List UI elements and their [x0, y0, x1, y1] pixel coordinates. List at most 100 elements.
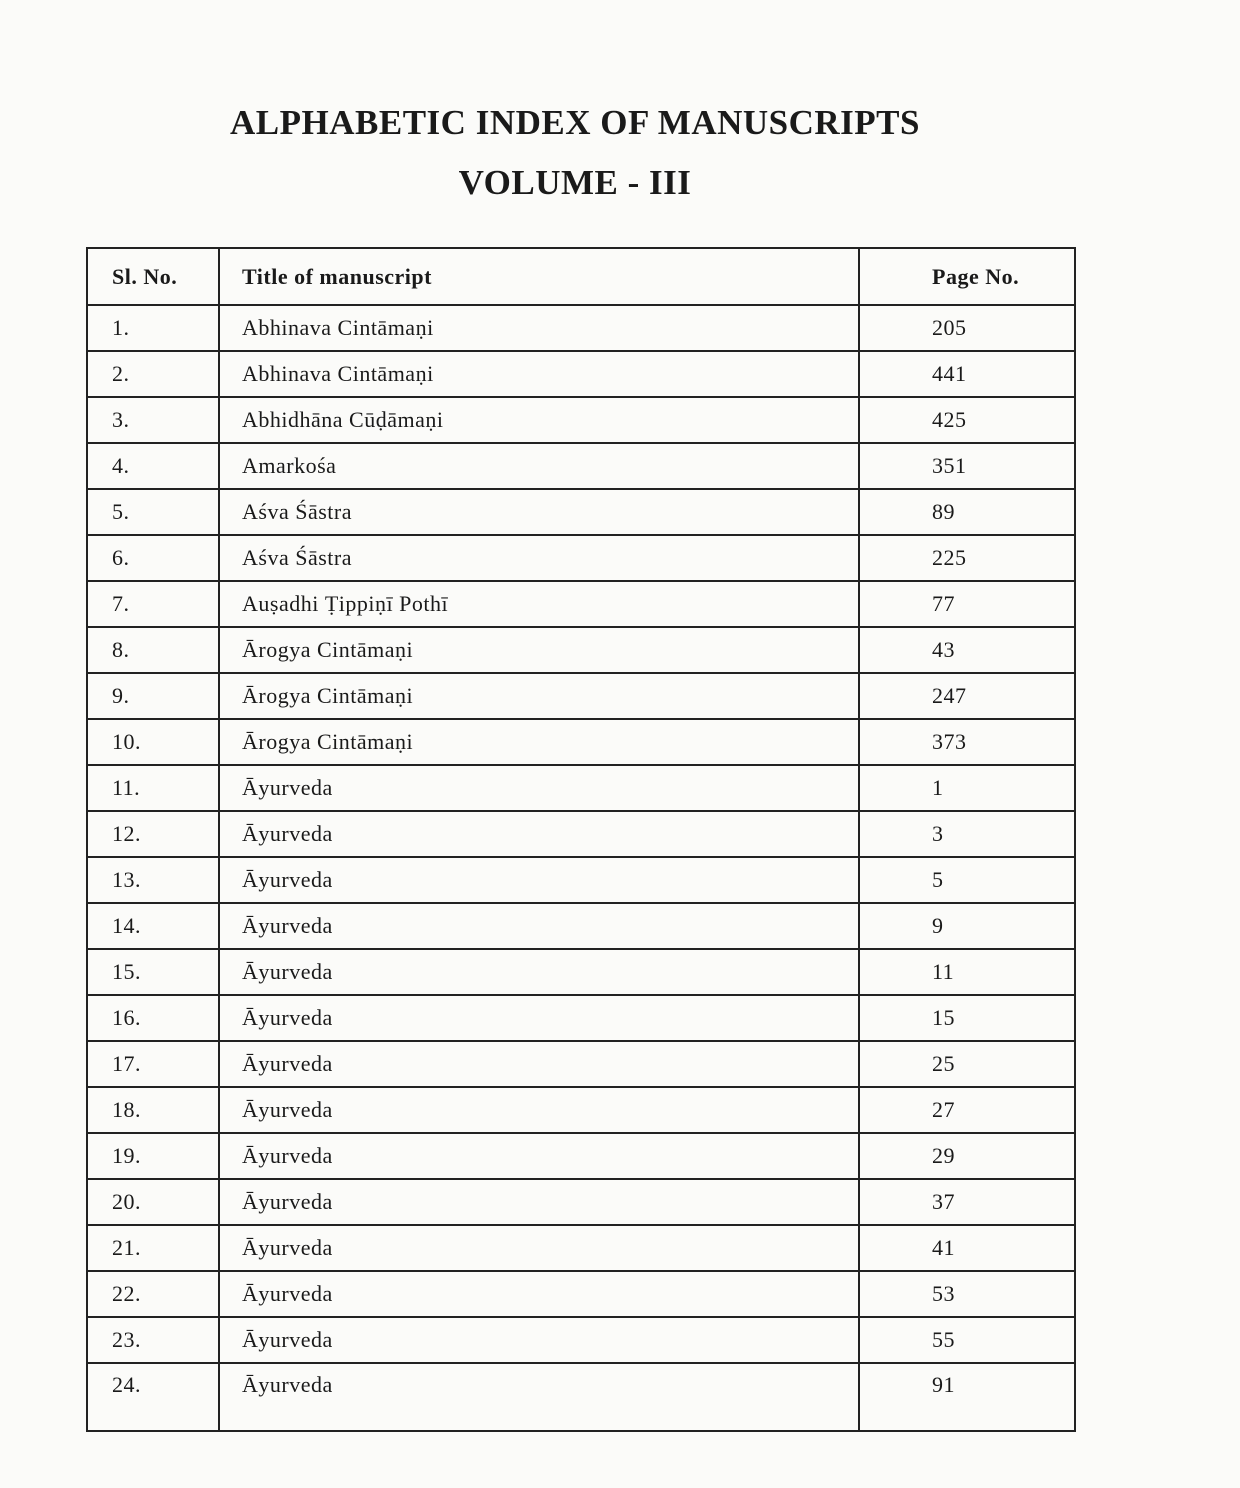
- table-row: 8. Ārogya Cintāmaṇi 43: [86, 626, 1076, 674]
- table-row: 20. Āyurveda 37: [86, 1178, 1076, 1226]
- cell-title: Āyurveda: [218, 1316, 860, 1364]
- table-row: 15. Āyurveda 11: [86, 948, 1076, 996]
- cell-page-no: 441: [858, 350, 1076, 398]
- cell-sl-no: 7.: [86, 580, 220, 628]
- header-page-no: Page No.: [858, 247, 1076, 306]
- table-row: 19. Āyurveda 29: [86, 1132, 1076, 1180]
- cell-title: Āyurveda: [218, 1132, 860, 1180]
- cell-sl-no: 13.: [86, 856, 220, 904]
- table-header-row: Sl. No. Title of manuscript Page No.: [86, 247, 1076, 306]
- cell-sl-no: 6.: [86, 534, 220, 582]
- page-subtitle: VOLUME - III: [458, 163, 692, 202]
- table-row: 13. Āyurveda 5: [86, 856, 1076, 904]
- cell-sl-no: 15.: [86, 948, 220, 996]
- cell-page-no: 5: [858, 856, 1076, 904]
- cell-title: Āyurveda: [218, 1040, 860, 1088]
- cell-sl-no: 9.: [86, 672, 220, 720]
- cell-title: Āyurveda: [218, 764, 860, 812]
- table-row: 3. Abhidhāna Cūḍāmaṇi 425: [86, 396, 1076, 444]
- cell-title: Ārogya Cintāmaṇi: [218, 672, 860, 720]
- cell-sl-no: 20.: [86, 1178, 220, 1226]
- cell-page-no: 351: [858, 442, 1076, 490]
- page-title: ALPHABETIC INDEX OF MANUSCRIPTS: [230, 103, 920, 142]
- cell-page-no: 43: [858, 626, 1076, 674]
- cell-page-no: 3: [858, 810, 1076, 858]
- cell-title: Abhinava Cintāmaṇi: [218, 304, 860, 352]
- cell-page-no: 37: [858, 1178, 1076, 1226]
- table-row: 5. Aśva Śāstra 89: [86, 488, 1076, 536]
- table-row: 22. Āyurveda 53: [86, 1270, 1076, 1318]
- table-row: 11. Āyurveda 1: [86, 764, 1076, 812]
- cell-title: Āyurveda: [218, 994, 860, 1042]
- cell-title: Abhidhāna Cūḍāmaṇi: [218, 396, 860, 444]
- table-row: 9. Ārogya Cintāmaṇi 247: [86, 672, 1076, 720]
- cell-title: Auṣadhi Ṭippiṇī Pothī: [218, 580, 860, 628]
- cell-sl-no: 17.: [86, 1040, 220, 1088]
- cell-page-no: 77: [858, 580, 1076, 628]
- cell-page-no: 373: [858, 718, 1076, 766]
- cell-page-no: 11: [858, 948, 1076, 996]
- cell-sl-no: 8.: [86, 626, 220, 674]
- table-row: 14. Āyurveda 9: [86, 902, 1076, 950]
- table-row: 17. Āyurveda 25: [86, 1040, 1076, 1088]
- cell-page-no: 53: [858, 1270, 1076, 1318]
- cell-title: Ārogya Cintāmaṇi: [218, 718, 860, 766]
- cell-title: Abhinava Cintāmaṇi: [218, 350, 860, 398]
- cell-sl-no: 22.: [86, 1270, 220, 1318]
- table-row: 7. Auṣadhi Ṭippiṇī Pothī 77: [86, 580, 1076, 628]
- cell-title: Āyurveda: [218, 1224, 860, 1272]
- cell-sl-no: 1.: [86, 304, 220, 352]
- cell-title: Āyurveda: [218, 948, 860, 996]
- cell-page-no: 29: [858, 1132, 1076, 1180]
- cell-page-no: 91: [858, 1362, 1076, 1432]
- cell-title: Aśva Śāstra: [218, 534, 860, 582]
- cell-title: Āyurveda: [218, 1270, 860, 1318]
- cell-page-no: 25: [858, 1040, 1076, 1088]
- table-row: 23. Āyurveda 55: [86, 1316, 1076, 1364]
- table-row: 18. Āyurveda 27: [86, 1086, 1076, 1134]
- header-title: Title of manuscript: [218, 247, 860, 306]
- cell-page-no: 89: [858, 488, 1076, 536]
- cell-sl-no: 3.: [86, 396, 220, 444]
- cell-sl-no: 23.: [86, 1316, 220, 1364]
- table-row: 2. Abhinava Cintāmaṇi 441: [86, 350, 1076, 398]
- cell-page-no: 15: [858, 994, 1076, 1042]
- cell-page-no: 225: [858, 534, 1076, 582]
- cell-sl-no: 12.: [86, 810, 220, 858]
- cell-sl-no: 11.: [86, 764, 220, 812]
- cell-sl-no: 18.: [86, 1086, 220, 1134]
- cell-sl-no: 4.: [86, 442, 220, 490]
- cell-page-no: 425: [858, 396, 1076, 444]
- cell-title: Āyurveda: [218, 810, 860, 858]
- table-row: 21. Āyurveda 41: [86, 1224, 1076, 1272]
- cell-sl-no: 14.: [86, 902, 220, 950]
- table-row: 24. Āyurveda 91: [86, 1362, 1076, 1432]
- cell-sl-no: 19.: [86, 1132, 220, 1180]
- cell-page-no: 55: [858, 1316, 1076, 1364]
- cell-page-no: 1: [858, 764, 1076, 812]
- cell-sl-no: 16.: [86, 994, 220, 1042]
- cell-page-no: 9: [858, 902, 1076, 950]
- cell-sl-no: 5.: [86, 488, 220, 536]
- cell-sl-no: 21.: [86, 1224, 220, 1272]
- cell-title: Āyurveda: [218, 1178, 860, 1226]
- table-row: 6. Aśva Śāstra 225: [86, 534, 1076, 582]
- table-row: 10. Ārogya Cintāmaṇi 373: [86, 718, 1076, 766]
- cell-title: Āyurveda: [218, 1362, 860, 1432]
- manuscript-index-table: Sl. No. Title of manuscript Page No. 1. A…: [86, 247, 1076, 1432]
- cell-page-no: 27: [858, 1086, 1076, 1134]
- cell-title: Āyurveda: [218, 902, 860, 950]
- table-row: 1. Abhinava Cintāmaṇi 205: [86, 304, 1076, 352]
- cell-title: Āyurveda: [218, 1086, 860, 1134]
- cell-page-no: 41: [858, 1224, 1076, 1272]
- cell-sl-no: 24.: [86, 1362, 220, 1432]
- cell-page-no: 247: [858, 672, 1076, 720]
- header-sl-no: Sl. No.: [86, 247, 220, 306]
- cell-title: Ārogya Cintāmaṇi: [218, 626, 860, 674]
- cell-sl-no: 2.: [86, 350, 220, 398]
- table-row: 4. Amarkośa 351: [86, 442, 1076, 490]
- table-row: 16. Āyurveda 15: [86, 994, 1076, 1042]
- table-row: 12. Āyurveda 3: [86, 810, 1076, 858]
- cell-title: Āyurveda: [218, 856, 860, 904]
- cell-sl-no: 10.: [86, 718, 220, 766]
